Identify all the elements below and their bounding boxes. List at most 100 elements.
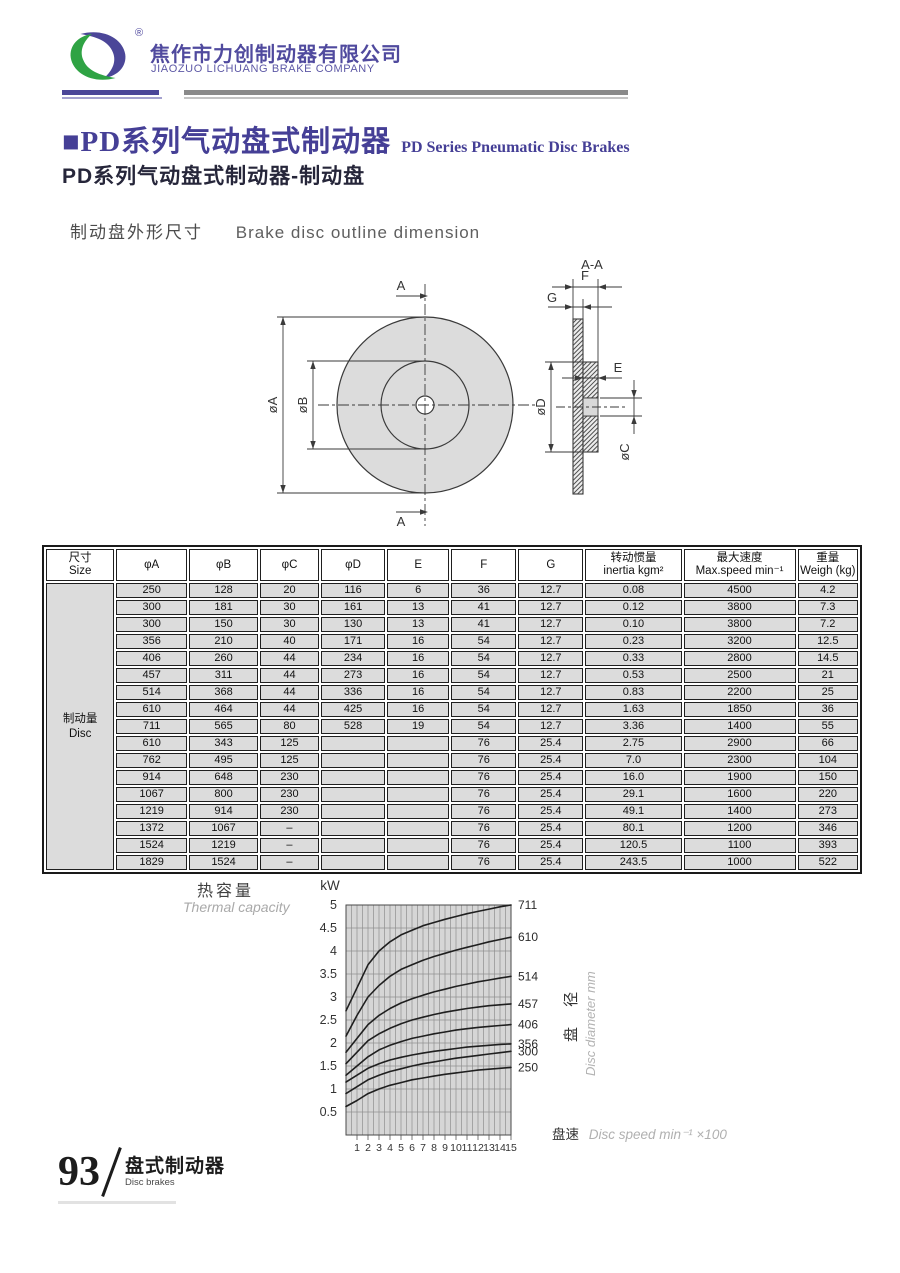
table-cell: 522 (797, 855, 858, 870)
table-cell: 41 (451, 600, 517, 615)
table-cell: 25.4 (518, 838, 584, 853)
curve-label: 300 (518, 1044, 538, 1058)
table-cell: 1000 (683, 855, 796, 870)
company-name-cn: 焦作市力创制动器有限公司 (150, 44, 402, 66)
table-cell: 1200 (683, 821, 796, 836)
table-cell: 4.2 (797, 583, 858, 598)
table-cell: 7.2 (797, 617, 858, 632)
table-cell: – (260, 838, 319, 853)
table-cell: 161 (320, 600, 386, 615)
table-cell: 125 (260, 753, 319, 768)
column-header: 尺寸 Size (46, 549, 115, 581)
table-row: 1067 800 230 76 25.4 29.1 1600 220 (46, 787, 858, 802)
x-tick-label: 4 (387, 1142, 393, 1154)
table-cell: 150 (189, 617, 259, 632)
x-tick-label: 7 (420, 1142, 426, 1154)
chart-x-axis-label-cn: 盘速 (552, 1127, 579, 1142)
y-tick-label: 3 (330, 990, 337, 1004)
table-cell: 356 (116, 634, 188, 649)
x-tick-label: 3 (376, 1142, 382, 1154)
table-cell: 16 (387, 634, 450, 649)
table-cell: 25.4 (518, 736, 584, 751)
chart-curve (345, 975, 512, 1053)
dim-label-phi-b: øB (295, 397, 310, 414)
table-cell: 3200 (683, 634, 796, 649)
table-cell: 336 (320, 685, 386, 700)
table-cell: 13 (387, 617, 450, 632)
x-tick-label: 13 (483, 1142, 495, 1154)
table-cell (387, 770, 450, 785)
curve-label: 457 (518, 997, 538, 1011)
table-row: 1829 1524– 76 25.4 243.5 1000 522 (46, 855, 858, 870)
table-cell: 2800 (683, 651, 796, 666)
table-cell: 76 (451, 855, 517, 870)
table-cell: 25 (797, 685, 858, 700)
table-cell: 343 (189, 736, 259, 751)
y-tick-label: 2 (330, 1036, 337, 1050)
chart-right-axis-label-en: Disc diameter mm (583, 971, 598, 1076)
table-cell: 1400 (683, 804, 796, 819)
table-cell: 55 (797, 719, 858, 734)
x-tick-label: 12 (472, 1142, 484, 1154)
table-cell: 16 (387, 702, 450, 717)
chart-curve (345, 1066, 512, 1108)
column-header: E (387, 549, 450, 581)
table-cell (320, 736, 386, 751)
x-tick-label: 9 (442, 1142, 448, 1154)
dimension-table: 尺寸 Size φA φB φC φD E F G 转动惯量 inertia kgm² 最大速度 Max… (44, 547, 860, 872)
dim-label-g: G (547, 290, 557, 305)
dim-label-f: F (581, 268, 589, 283)
table-cell (320, 855, 386, 870)
table-cell: 514 (116, 685, 188, 700)
table-cell: 76 (451, 838, 517, 853)
page-title-en: PD Series Pneumatic Disc Brakes (401, 139, 630, 156)
table-cell: 914 (116, 770, 188, 785)
table-cell: 16.0 (585, 770, 682, 785)
column-header: φD (320, 549, 386, 581)
table-cell: 76 (451, 736, 517, 751)
table-cell: 2900 (683, 736, 796, 751)
table-cell: 1219 (189, 838, 259, 853)
logo-swirl-green (70, 34, 116, 80)
table-cell (387, 838, 450, 853)
cut-label-a-top: A (397, 278, 406, 293)
table-cell (320, 821, 386, 836)
table-cell: 648 (189, 770, 259, 785)
table-cell: 80.1 (585, 821, 682, 836)
table-cell: 406 (116, 651, 188, 666)
table-cell: 66 (797, 736, 858, 751)
table-cell: 116 (320, 583, 386, 598)
table-cell: 1100 (683, 838, 796, 853)
table-cell: 12.7 (518, 634, 584, 649)
table-cell: 125 (260, 736, 319, 751)
table-cell: 19 (387, 719, 450, 734)
dim-label-phi-d: øD (533, 398, 548, 415)
table-cell: 220 (797, 787, 858, 802)
table-cell (387, 855, 450, 870)
table-cell: 464 (189, 702, 259, 717)
table-cell: 1600 (683, 787, 796, 802)
table-cell: 36 (797, 702, 858, 717)
table-cell: 13 (387, 600, 450, 615)
table-cell: 54 (451, 702, 517, 717)
table-cell: 3.36 (585, 719, 682, 734)
table-cell (320, 753, 386, 768)
table-cell: 12.7 (518, 719, 584, 734)
table-cell (320, 804, 386, 819)
table-cell: 16 (387, 651, 450, 666)
table-cell: 150 (797, 770, 858, 785)
table-cell: 4500 (683, 583, 796, 598)
table-cell: 54 (451, 719, 517, 734)
table-row: 457 311 44 273 16 54 12.7 0.53 2500 21 (46, 668, 858, 683)
table-cell: 20 (260, 583, 319, 598)
chart-title-cn: 热容量 (197, 883, 255, 900)
table-cell: 12.7 (518, 651, 584, 666)
table-cell: 610 (116, 736, 188, 751)
table-cell: 2.75 (585, 736, 682, 751)
curve-label: 610 (518, 930, 538, 944)
column-header: φC (260, 549, 319, 581)
table-cell: 914 (189, 804, 259, 819)
chart-curve (345, 1023, 512, 1076)
table-cell: 76 (451, 821, 517, 836)
